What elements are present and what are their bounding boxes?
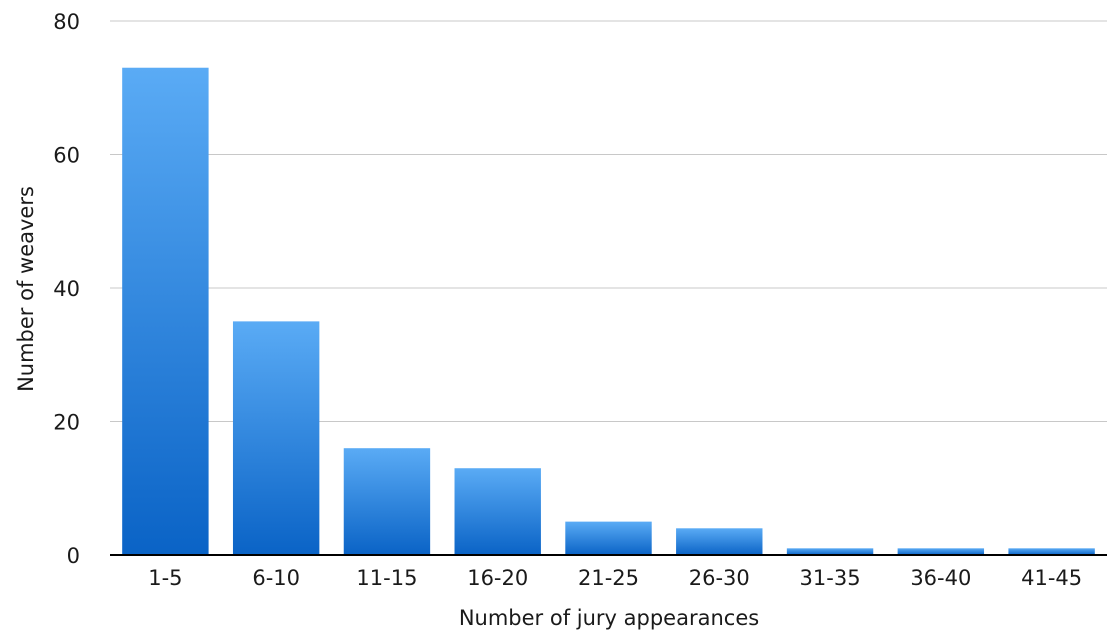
x-tick-label: 41-45 bbox=[1021, 566, 1082, 590]
bar-41-45 bbox=[1008, 548, 1095, 555]
x-axis-title: Number of jury appearances bbox=[459, 606, 759, 630]
x-tick-label: 6-10 bbox=[252, 566, 300, 590]
x-tick-labels: 1-5 6-10 11-15 16-20 21-25 26-30 31-35 36-40 41-… bbox=[148, 566, 1082, 590]
bar-11-15 bbox=[343, 448, 431, 555]
gridlines bbox=[110, 20, 1107, 422]
y-tick-label: 60 bbox=[53, 144, 80, 168]
bar-16-20 bbox=[454, 468, 541, 555]
bar-21-25 bbox=[565, 521, 652, 555]
bar-26-30 bbox=[676, 528, 763, 555]
x-tick-label: 1-5 bbox=[148, 566, 182, 590]
bar-31-35 bbox=[786, 548, 874, 555]
bar-1-5 bbox=[122, 67, 209, 555]
y-tick-label: 40 bbox=[53, 277, 80, 301]
y-tick-label: 20 bbox=[53, 411, 80, 435]
x-tick-label: 26-30 bbox=[689, 566, 750, 590]
y-tick-labels: 0 20 40 60 80 bbox=[53, 10, 80, 568]
x-tick-label: 21-25 bbox=[578, 566, 639, 590]
bars bbox=[122, 67, 1095, 555]
x-tick-label: 16-20 bbox=[467, 566, 528, 590]
y-tick-label: 80 bbox=[53, 10, 80, 34]
y-tick-label: 0 bbox=[67, 544, 80, 568]
bar-36-40 bbox=[897, 548, 985, 555]
bar-6-10 bbox=[232, 321, 320, 555]
x-tick-label: 36-40 bbox=[910, 566, 971, 590]
x-tick-label: 11-15 bbox=[356, 566, 417, 590]
x-tick-label: 31-35 bbox=[800, 566, 861, 590]
y-axis-title: Number of weavers bbox=[14, 186, 38, 392]
